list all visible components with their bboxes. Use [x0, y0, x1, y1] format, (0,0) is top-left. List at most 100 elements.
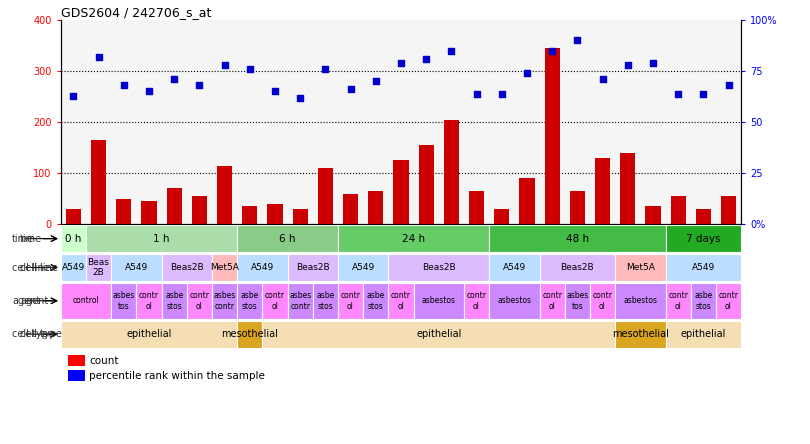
Bar [569, 191, 585, 224]
Bar [338, 225, 489, 252]
Bar [262, 321, 615, 348]
Point [394, 59, 407, 67]
Text: asbes
tos: asbes tos [566, 291, 589, 310]
Text: 7 days: 7 days [686, 234, 721, 244]
Bar [615, 283, 666, 318]
Point [596, 75, 609, 83]
Text: Beas2B: Beas2B [170, 263, 203, 272]
Point [67, 92, 80, 99]
Bar [464, 283, 489, 318]
Bar [262, 283, 288, 318]
Text: 0 h: 0 h [65, 234, 82, 244]
Bar [666, 254, 741, 281]
Point [546, 47, 559, 54]
Bar [615, 321, 666, 348]
Text: A549: A549 [503, 263, 526, 272]
Text: A549: A549 [352, 263, 375, 272]
Bar [489, 254, 539, 281]
Point [495, 90, 508, 97]
Text: contr
ol: contr ol [190, 291, 209, 310]
Point [621, 61, 634, 68]
Bar [666, 321, 741, 348]
Bar [489, 225, 666, 252]
Bar [646, 206, 660, 224]
Point [319, 65, 332, 72]
Text: cell line: cell line [12, 262, 50, 273]
Text: 48 h: 48 h [566, 234, 589, 244]
Bar [288, 254, 338, 281]
Bar [565, 283, 590, 318]
Bar [419, 145, 433, 224]
Text: epithelial: epithelial [126, 329, 172, 339]
Bar [237, 283, 262, 318]
Point [445, 47, 458, 54]
Bar [388, 283, 414, 318]
Bar [615, 254, 666, 281]
Text: count: count [89, 356, 119, 366]
Text: control: control [73, 296, 100, 305]
Point [92, 53, 105, 60]
Text: Beas2B: Beas2B [561, 263, 595, 272]
Bar [267, 204, 283, 224]
Bar [716, 283, 741, 318]
Text: asbe
stos: asbe stos [316, 291, 335, 310]
Text: time: time [20, 234, 42, 244]
Bar [414, 283, 464, 318]
Bar [212, 283, 237, 318]
Text: asbe
stos: asbe stos [367, 291, 385, 310]
Point [243, 65, 256, 72]
Bar [666, 225, 741, 252]
Bar [67, 355, 84, 366]
Bar [217, 166, 232, 224]
Text: 24 h: 24 h [402, 234, 425, 244]
Point [268, 88, 281, 95]
Bar [590, 283, 615, 318]
Text: GDS2604 / 242706_s_at: GDS2604 / 242706_s_at [61, 6, 211, 19]
Text: cell type: cell type [12, 329, 54, 339]
Bar [136, 283, 161, 318]
Text: contr
ol: contr ol [139, 291, 159, 310]
Bar [519, 178, 535, 224]
Text: contr
ol: contr ol [668, 291, 688, 310]
Point [344, 86, 357, 93]
Text: contr
ol: contr ol [391, 291, 411, 310]
Bar [111, 283, 136, 318]
Bar [666, 283, 691, 318]
Text: A549: A549 [125, 263, 148, 272]
Bar [696, 209, 711, 224]
Text: A549: A549 [62, 263, 85, 272]
Point [697, 90, 710, 97]
Bar [142, 201, 156, 224]
Point [722, 82, 735, 89]
Text: contr
ol: contr ol [467, 291, 487, 310]
Point [521, 70, 534, 77]
Bar [111, 254, 161, 281]
Bar [318, 168, 333, 224]
Bar [192, 196, 207, 224]
Bar [620, 153, 635, 224]
Text: agent: agent [20, 296, 49, 306]
Bar [161, 254, 212, 281]
Text: Beas2B: Beas2B [422, 263, 455, 272]
Text: mesothelial: mesothelial [221, 329, 278, 339]
Text: asbestos: asbestos [624, 296, 658, 305]
Bar [494, 209, 509, 224]
Bar [343, 194, 358, 224]
Text: 1 h: 1 h [153, 234, 170, 244]
Text: Beas
2B: Beas 2B [87, 258, 109, 277]
Bar [167, 189, 181, 224]
Bar [212, 254, 237, 281]
Text: contr
ol: contr ol [340, 291, 360, 310]
Text: contr
ol: contr ol [593, 291, 612, 310]
Bar [86, 225, 237, 252]
Point [193, 82, 206, 89]
Bar [61, 283, 111, 318]
Bar [67, 370, 84, 381]
Bar [313, 283, 338, 318]
Text: percentile rank within the sample: percentile rank within the sample [89, 371, 265, 381]
Point [671, 90, 684, 97]
Bar [369, 191, 383, 224]
Text: A549: A549 [251, 263, 274, 272]
Text: asbes
contr: asbes contr [213, 291, 236, 310]
Point [571, 37, 584, 44]
